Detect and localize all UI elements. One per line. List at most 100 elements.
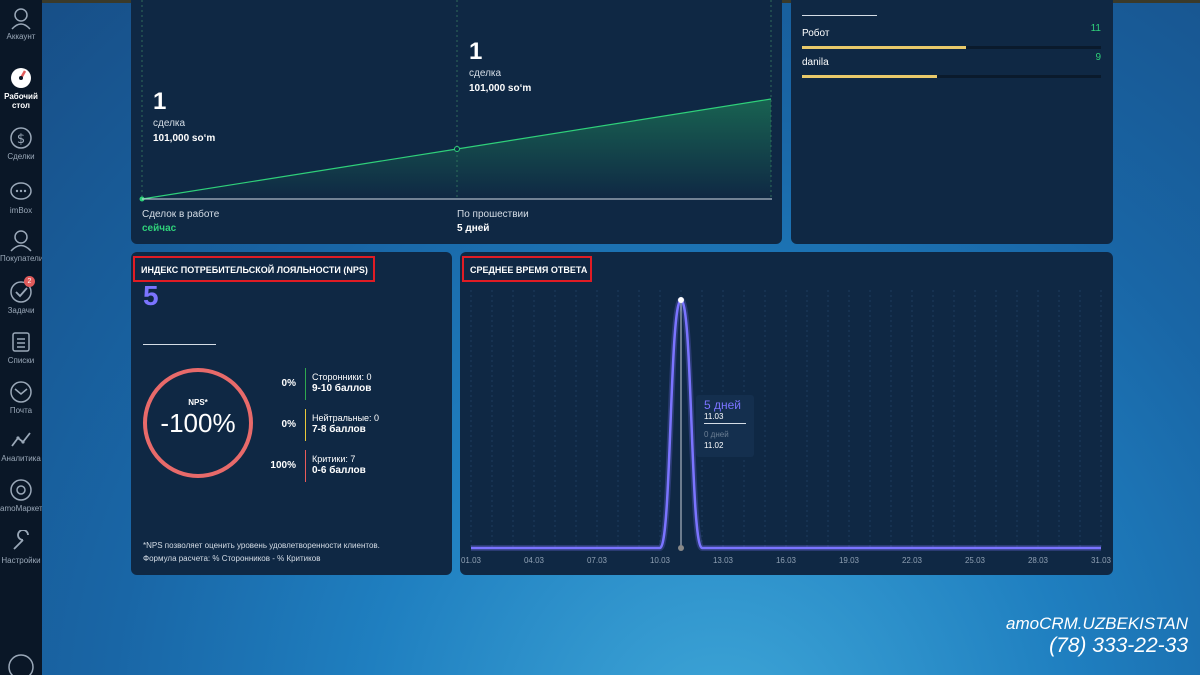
x-tick-label: 28.03 (1028, 556, 1049, 565)
x-tick-label: 22.03 (902, 556, 923, 565)
sidebar-item-label: Настройки (1, 556, 41, 565)
deals-footer-left-label: Сделок в работе (142, 209, 220, 220)
tooltip-prev-value: 0 дней (704, 430, 729, 439)
nps-row-pct: 0% (281, 419, 296, 430)
divider (802, 15, 877, 16)
sidebar-item-imbox[interactable]: imBox (0, 180, 42, 215)
deals-panel: 1 сделка 101,000 so‘m 1 сделка 101,000 s… (131, 0, 782, 244)
sidebar-item-mail[interactable]: Почта (0, 380, 42, 415)
sidebar-item-settings[interactable]: Настройки (0, 530, 42, 565)
deals-area (142, 99, 771, 199)
tooltip-divider (704, 423, 746, 424)
nps-circle (143, 368, 253, 478)
deals-now-count: 1 (153, 88, 167, 115)
nps-footnote: *NPS позволяет оценить уровень удовлетво… (143, 541, 380, 550)
nps-row-passives: 0% Нейтральные: 0 7-8 баллов (261, 409, 431, 441)
nps-row-detractors: 100% Критики: 7 0-6 баллов (261, 450, 431, 482)
sidebar-item-label: Почта (9, 406, 33, 415)
deals-footer-right-value: 5 дней (457, 223, 490, 234)
sidebar-item-customers[interactable]: Покупатели (0, 228, 42, 263)
response-time-title: СРЕДНЕЕ ВРЕМЯ ОТВЕТА (462, 256, 592, 282)
sidebar-item-tasks[interactable]: 2 Задачи (0, 276, 42, 315)
x-tick-label: 01.03 (461, 556, 482, 565)
chat-icon (10, 182, 32, 200)
x-tick-label: 13.03 (713, 556, 734, 565)
user-bar-track (802, 75, 1101, 78)
x-tick-label: 19.03 (839, 556, 860, 565)
x-tick-label: 07.03 (587, 556, 608, 565)
deals-footer-left-value: сейчас (142, 223, 177, 234)
dashboard-icon (11, 68, 31, 88)
sidebar-item-market[interactable]: amoМаркет (0, 478, 42, 513)
sidebar-item-label: Сделки (7, 152, 35, 161)
nps-row-label: Критики: 7 (312, 454, 356, 464)
avatar-icon[interactable] (6, 652, 36, 675)
sidebar-item-label: Задачи (7, 306, 35, 315)
sidebar-item-lists[interactable]: Списки (0, 330, 42, 365)
nps-row-marker (305, 368, 306, 400)
analytics-icon (11, 432, 31, 447)
chart-tooltip: 5 дней 11.03 0 дней 11.02 (696, 395, 754, 457)
deals-point[interactable] (454, 146, 460, 152)
deals-footer-right-label: По прошествии (457, 209, 529, 220)
deals-chart (139, 0, 772, 202)
divider (143, 344, 216, 345)
nps-formula: Формула расчета: % Сторонников - % Крити… (143, 554, 321, 563)
x-tick-label: 04.03 (524, 556, 545, 565)
deals-icon: $ (10, 127, 32, 149)
deals-future-sum: 101,000 so‘m (469, 83, 532, 94)
sidebar-item-label: Списки (7, 356, 35, 365)
deals-footer-left: Сделок в работе сейчас (142, 209, 219, 234)
sidebar-item-analytics[interactable]: Аналитика (0, 428, 42, 463)
market-icon (10, 479, 32, 501)
mail-icon (10, 381, 32, 403)
response-time-panel: СРЕДНЕЕ ВРЕМЯ ОТВЕТА 01.03 04.03 07.03 10.0… (460, 252, 1113, 575)
user-row: Робот 11 (802, 23, 1101, 49)
response-time-chart: 01.03 04.03 07.03 10.03 13.03 16.03 19.03 22.03… (461, 290, 1112, 565)
deals-now-block: 1 сделка 101,000 so‘m (153, 88, 215, 144)
tasks-icon (10, 281, 32, 303)
user-value: 9 (1095, 52, 1101, 63)
user-bar-fill (802, 75, 937, 78)
sidebar-item-label: amoМаркет (0, 504, 42, 513)
user-name: Робот (802, 28, 830, 39)
nps-row-pct: 100% (270, 460, 296, 471)
sidebar-item-label: Аккаунт (6, 32, 36, 41)
svg-text:$: $ (17, 132, 25, 147)
brand-watermark: amoCRM.UZBEKISTAN (1006, 614, 1188, 633)
tooltip-prev-date: 11.02 (704, 441, 724, 450)
user-bar-track (802, 46, 1101, 49)
data-point (678, 545, 684, 551)
sidebar-item-deals[interactable]: $ Сделки (0, 126, 42, 161)
phone-watermark: (78) 333-22-33 (1049, 634, 1188, 657)
account-icon (11, 8, 31, 30)
deals-footer-right: По прошествии 5 дней (457, 209, 529, 234)
user-row: danila 9 (802, 52, 1101, 78)
sidebar-item-account[interactable]: Аккаунт (0, 6, 42, 41)
deals-now-unit: сделка (153, 118, 186, 129)
settings-icon (13, 530, 29, 550)
deals-now-sum: 101,000 so‘m (153, 133, 216, 144)
x-tick-label: 10.03 (650, 556, 671, 565)
nps-row-label: Нейтральные: 0 (312, 413, 380, 423)
user-name: danila (802, 57, 829, 68)
nps-row-pct: 0% (281, 378, 296, 389)
nps-title: ИНДЕКС ПОТРЕБИТЕЛЬСКОЙ ЛОЯЛЬНОСТИ (NPS) (133, 256, 375, 282)
sidebar-item-dashboard[interactable]: Рабочий стол (0, 66, 42, 110)
x-tick-label: 16.03 (776, 556, 797, 565)
sidebar-item-label: imBox (9, 206, 33, 215)
deals-future-block: 1 сделка 101,000 so‘m (469, 38, 531, 94)
nps-row-range: 0-6 баллов (312, 465, 366, 476)
nps-row-label: Сторонники: 0 (312, 372, 372, 382)
deals-future-count: 1 (469, 38, 483, 65)
nps-row-range: 7-8 баллов (312, 424, 366, 435)
nps-panel: ИНДЕКС ПОТРЕБИТЕЛЬСКОЙ ЛОЯЛЬНОСТИ (NPS) … (131, 252, 452, 575)
deals-future-unit: сделка (469, 68, 502, 79)
sidebar-item-label: Покупатели (0, 254, 42, 263)
tooltip-date: 11.03 (704, 412, 724, 421)
customers-icon (10, 230, 32, 252)
data-point[interactable] (678, 297, 684, 303)
sidebar-item-label: Рабочий стол (4, 92, 38, 110)
nps-circle-label: NPS* (188, 398, 208, 407)
user-value: 11 (1090, 23, 1101, 34)
